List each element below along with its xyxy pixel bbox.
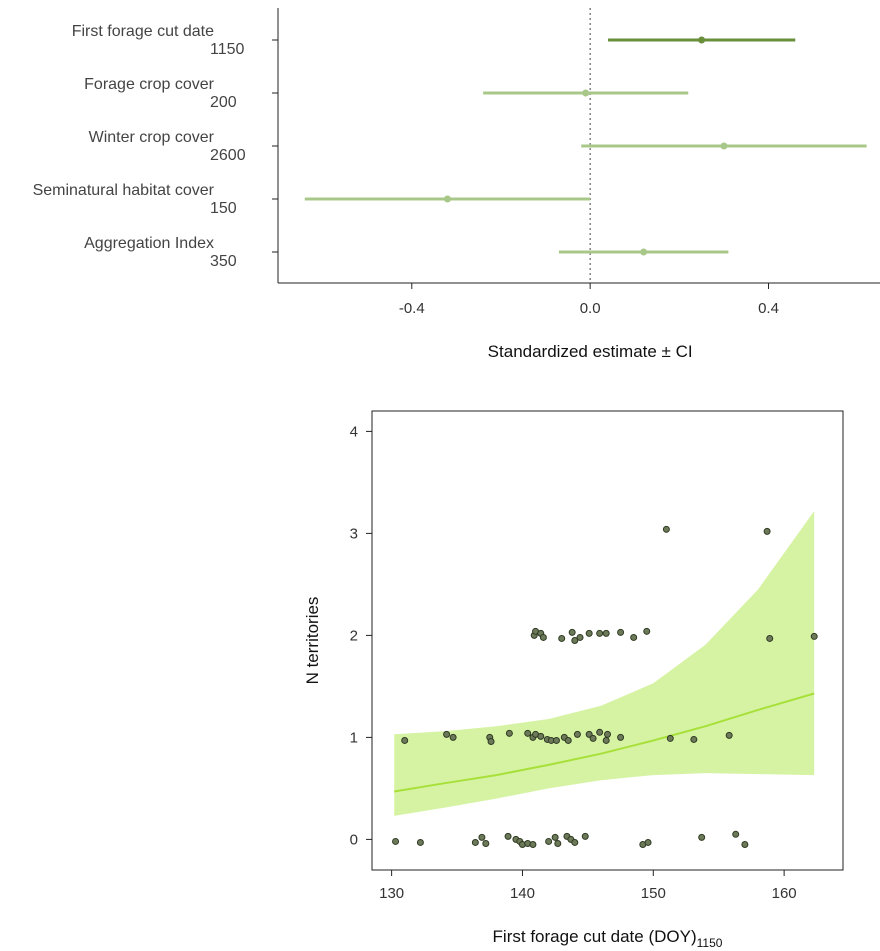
forest-row-label: Aggregation Index — [84, 235, 214, 252]
data-point — [545, 837, 553, 845]
forest-row-label: Forage crop cover — [84, 76, 215, 93]
data-point — [698, 833, 706, 841]
data-point — [443, 730, 451, 738]
data-point — [524, 729, 532, 737]
data-point — [449, 733, 457, 741]
scatter-x-ticks: 130 140 150 160 — [379, 870, 797, 902]
estimate-point — [720, 142, 728, 150]
forest-row-label: Seminatural habitat cover — [33, 182, 215, 199]
data-point — [564, 736, 572, 744]
data-point — [596, 728, 604, 736]
forest-row-label: First forage cut date — [72, 23, 214, 40]
data-point — [596, 629, 604, 637]
data-point — [573, 730, 581, 738]
data-point — [630, 633, 638, 641]
data-point — [690, 735, 698, 743]
data-point — [602, 629, 610, 637]
data-point — [558, 634, 566, 642]
data-point — [617, 628, 625, 636]
forest-row-scale: 2600 — [210, 147, 246, 164]
forest-row-scale: 350 — [210, 253, 237, 270]
data-point — [576, 633, 584, 641]
data-point — [554, 839, 562, 847]
data-point — [552, 736, 560, 744]
data-point — [617, 733, 625, 741]
estimate-point — [582, 89, 590, 97]
scatter-plot: 130 140 150 160 0 1 2 3 4 First forage cut date… — [303, 410, 844, 950]
data-point — [602, 736, 610, 744]
scatter-y-tick-label: 4 — [350, 423, 358, 440]
forest-x-ticks: -0.4 0.0 0.4 — [399, 283, 779, 317]
data-point — [725, 731, 733, 739]
forest-x-tick-label: 0.0 — [580, 300, 601, 317]
data-point — [763, 527, 771, 535]
scatter-x-tick-label: 130 — [379, 885, 404, 902]
data-point — [482, 839, 490, 847]
data-points — [392, 525, 818, 848]
scatter-x-tick-label: 150 — [641, 885, 666, 902]
data-point — [392, 837, 400, 845]
estimate-point — [698, 36, 706, 44]
data-point — [529, 841, 537, 848]
data-point — [505, 729, 513, 737]
forest-row-scale: 200 — [210, 94, 237, 111]
data-point — [487, 737, 495, 745]
data-point — [471, 838, 479, 846]
data-point — [401, 736, 409, 744]
scatter-y-tick-label: 0 — [350, 831, 358, 848]
data-point — [416, 838, 424, 846]
data-point — [571, 838, 579, 846]
scatter-panel-frame — [371, 410, 844, 871]
data-point — [666, 734, 674, 742]
scatter-x-tick-label: 140 — [510, 885, 535, 902]
estimate-point — [443, 195, 451, 203]
scatter-y-ticks: 0 1 2 3 4 — [350, 423, 372, 848]
forest-row-label: Winter crop cover — [89, 129, 215, 146]
data-point — [568, 628, 576, 636]
forest-row-scale: 1150 — [210, 41, 245, 58]
scatter-x-axis-title: First forage cut date (DOY)1150 — [493, 927, 723, 950]
data-point — [571, 637, 579, 644]
forest-estimates — [272, 36, 867, 256]
data-point — [766, 634, 774, 642]
data-point — [604, 730, 611, 738]
forest-x-tick-label: 0.4 — [758, 300, 779, 317]
scatter-y-tick-label: 1 — [350, 729, 358, 746]
forest-x-axis-title: Standardized estimate ± CI — [488, 342, 693, 361]
scatter-y-tick-label: 3 — [350, 525, 358, 542]
estimate-point — [640, 248, 648, 256]
scatter-y-axis-title: N territories — [303, 597, 322, 685]
confidence-band — [394, 511, 815, 816]
data-point — [585, 629, 593, 637]
data-point — [581, 832, 589, 840]
data-point — [589, 734, 597, 742]
forest-x-tick-label: -0.4 — [399, 300, 425, 317]
data-point — [551, 833, 559, 841]
data-point — [732, 830, 740, 838]
forest-row-scale: 150 — [210, 200, 237, 217]
data-point — [644, 838, 652, 846]
scatter-y-tick-label: 2 — [350, 627, 358, 644]
fitted-line — [394, 692, 815, 793]
data-point — [643, 627, 651, 635]
data-point — [537, 732, 545, 740]
data-point — [810, 632, 818, 640]
data-point — [504, 832, 512, 840]
scatter-x-tick-label: 160 — [772, 885, 797, 902]
data-point — [662, 525, 670, 533]
data-point — [539, 633, 547, 641]
data-point — [741, 841, 749, 848]
data-point — [478, 833, 486, 841]
data-point — [585, 730, 593, 738]
